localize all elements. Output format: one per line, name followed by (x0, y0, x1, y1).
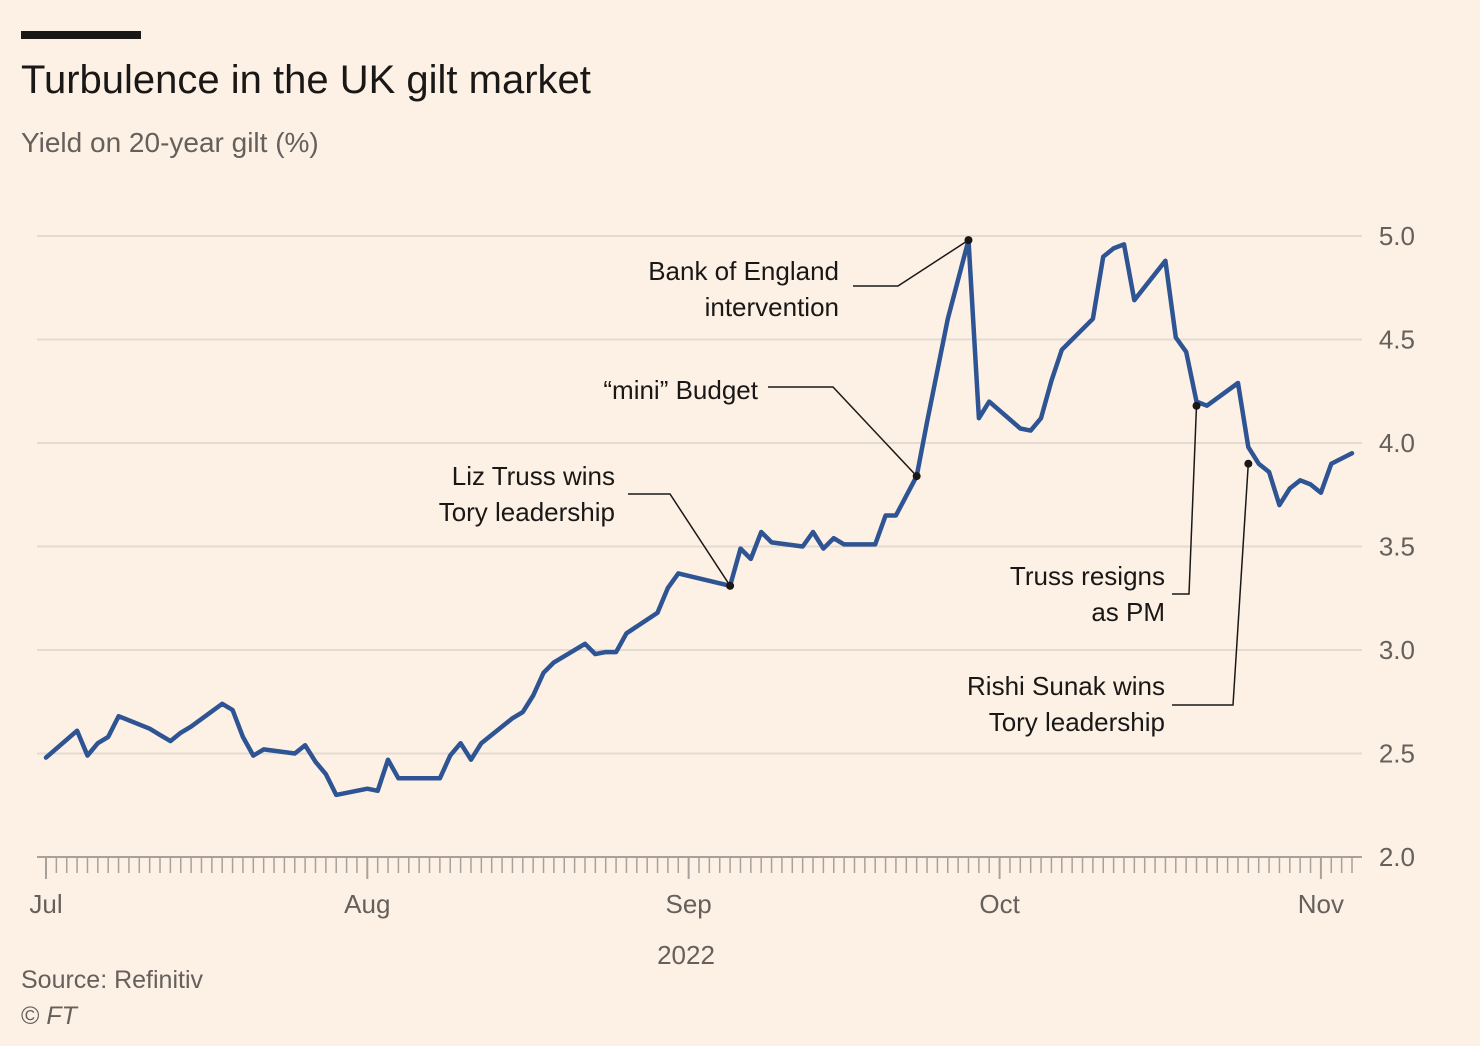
x-axis (37, 856, 1362, 879)
x-tick-label: Nov (1298, 889, 1344, 919)
copyright-name: FT (46, 1002, 77, 1030)
annotation-label-line: as PM (1091, 597, 1165, 627)
annotation-label-line: “mini” Budget (603, 375, 758, 405)
x-tick-label: Oct (979, 889, 1020, 919)
annotation-label-line: Rishi Sunak wins (967, 671, 1165, 701)
annotation-leader (853, 239, 969, 287)
annotation-label-line: Truss resigns (1010, 561, 1165, 591)
annotation-label-line: Bank of England (648, 256, 839, 286)
annotation-leader (768, 386, 918, 477)
annotation-dot (1192, 401, 1201, 410)
y-tick-label: 3.0 (1379, 635, 1415, 665)
annotation-leader (628, 493, 731, 587)
annotation-leader (1172, 405, 1198, 595)
chart-title: Turbulence in the UK gilt market (21, 58, 591, 102)
copyright-symbol: © (21, 1002, 40, 1030)
x-tick-label: Sep (666, 889, 712, 919)
x-tick-label: Jul (29, 889, 62, 919)
annotation-leaders (628, 239, 1250, 706)
annotation-label-line: Tory leadership (439, 497, 615, 527)
y-tick-label: 3.5 (1379, 532, 1415, 562)
annotation-label-line: Tory leadership (989, 707, 1165, 737)
y-tick-label: 5.0 (1379, 221, 1415, 251)
annotation-dot (726, 581, 735, 590)
chart-subtitle: Yield on 20-year gilt (%) (21, 127, 319, 158)
x-tick-label: Aug (344, 889, 390, 919)
source-note: Source: Refinitiv (21, 966, 204, 994)
annotation-labels: Liz Truss wins Tory leadership “mini” Budg… (439, 256, 1165, 737)
annotation-label: Bank of England intervention (648, 256, 839, 322)
annotation-dot (964, 236, 973, 245)
annotation-label: Liz Truss wins Tory leadership (439, 461, 615, 527)
top-rule (21, 31, 141, 39)
y-tick-label: 2.5 (1379, 739, 1415, 769)
y-tick-label: 4.0 (1379, 428, 1415, 458)
annotation-label-line: Liz Truss wins (452, 461, 615, 491)
annotation-leader (1172, 463, 1250, 706)
annotation-label-line: intervention (705, 292, 839, 322)
x-axis-labels: Jul Aug Sep Oct Nov (29, 889, 1344, 919)
y-axis-labels: 2.0 2.5 3.0 3.5 4.0 4.5 5.0 (1379, 221, 1415, 872)
annotation-label: Truss resigns as PM (1010, 561, 1165, 627)
y-tick-label: 2.0 (1379, 842, 1415, 872)
y-tick-label: 4.5 (1379, 325, 1415, 355)
annotation-dots (726, 236, 1253, 590)
annotation-label: “mini” Budget (603, 375, 758, 405)
annotation-dot (1244, 459, 1253, 468)
annotation-label: Rishi Sunak wins Tory leadership (967, 671, 1165, 737)
x-axis-year-label: 2022 (657, 940, 715, 970)
annotation-dot (912, 472, 921, 481)
copyright-note: © FT (21, 999, 77, 1033)
